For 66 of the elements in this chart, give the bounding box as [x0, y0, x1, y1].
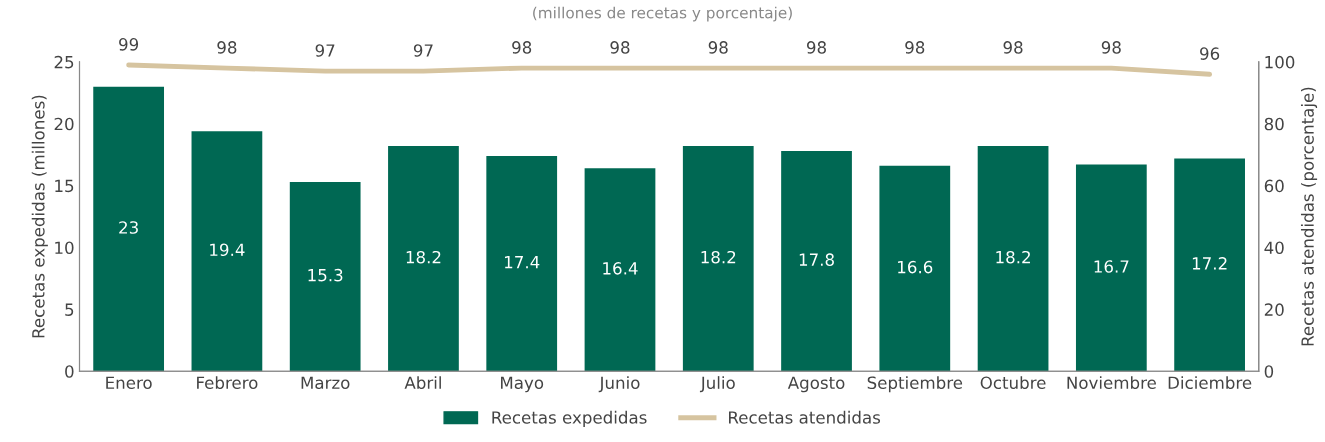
data-label: 98: [1003, 41, 1023, 54]
x-tick-label: Octubre: [980, 376, 1046, 390]
bar: [977, 146, 1049, 372]
y-axis-title: Recetas expedidas (millones): [31, 95, 48, 338]
y-tick-label: 25: [54, 55, 74, 69]
x-tick-label: Agosto: [787, 376, 845, 393]
y2-tick-label: 80: [1264, 117, 1284, 131]
y-tick-label: 20: [54, 117, 74, 131]
data-label: 17.4: [504, 256, 540, 269]
data-label: 98: [217, 41, 237, 54]
bar: [879, 165, 951, 372]
bar: [289, 181, 361, 372]
data-label: 98: [512, 41, 532, 54]
x-tick-label: Mayo: [501, 376, 544, 393]
chart-subtitle: (millones de recetas y porcentaje): [533, 6, 792, 22]
x-tick-label: Noviembre: [1067, 376, 1156, 390]
bar: [1174, 158, 1245, 372]
bar: [388, 146, 459, 372]
data-label: 16.6: [898, 260, 933, 274]
data-label: 97: [315, 44, 335, 57]
data-label: 18.2: [406, 250, 441, 264]
bar: [584, 168, 656, 372]
bar: [781, 150, 852, 372]
y2-tick-label: 40: [1264, 241, 1284, 255]
data-label: 98: [1101, 41, 1121, 54]
data-label: 15.3: [308, 268, 343, 282]
y2-tick-label: 20: [1264, 303, 1284, 316]
legend-label: Recetas atendidas: [729, 410, 881, 424]
data-label: 99: [119, 38, 139, 51]
x-tick-label: Enero: [106, 376, 152, 390]
bar: [682, 146, 754, 372]
data-label: 17.8: [799, 253, 834, 266]
data-label: 18.2: [701, 250, 736, 264]
y-tick-label: 0: [65, 365, 74, 378]
data-label: 23: [119, 221, 138, 234]
y2-axis-title: Recetas atendidas (porcentaje): [1300, 87, 1318, 346]
bar: [1075, 164, 1147, 372]
x-tick-label: Abril: [404, 376, 441, 390]
data-label: 98: [806, 41, 826, 54]
bar: [486, 155, 558, 372]
data-label: 19.4: [210, 243, 245, 257]
y2-tick-label: 100: [1265, 55, 1295, 69]
x-tick-label: Diciembre: [1168, 376, 1252, 390]
bar: [93, 86, 165, 372]
data-label: 16.7: [1094, 260, 1129, 273]
y-tick-label: 10: [55, 241, 74, 255]
y-tick-label: 5: [65, 303, 74, 316]
data-label: 97: [413, 44, 433, 57]
x-tick-label: Julio: [699, 376, 735, 393]
x-tick-label: Junio: [598, 376, 640, 393]
x-tick-label: Febrero: [197, 376, 258, 390]
data-label: 98: [708, 41, 728, 54]
data-label: 98: [610, 41, 630, 54]
line-series: [126, 62, 1213, 77]
y2-tick-label: 0: [1264, 365, 1274, 378]
data-label: 17.2: [1192, 257, 1227, 270]
bar: [191, 131, 263, 372]
data-label: 16.4: [603, 262, 638, 275]
data-label: 18.2: [996, 250, 1030, 264]
data-label: 98: [905, 41, 925, 54]
legend-label: Recetas expedidas: [492, 410, 647, 427]
y-tick-label: 15: [55, 179, 74, 193]
y2-tick-label: 60: [1264, 179, 1284, 193]
x-tick-label: Septiembre: [867, 376, 963, 393]
data-label: 96: [1200, 47, 1220, 60]
x-tick-label: Marzo: [301, 376, 350, 390]
